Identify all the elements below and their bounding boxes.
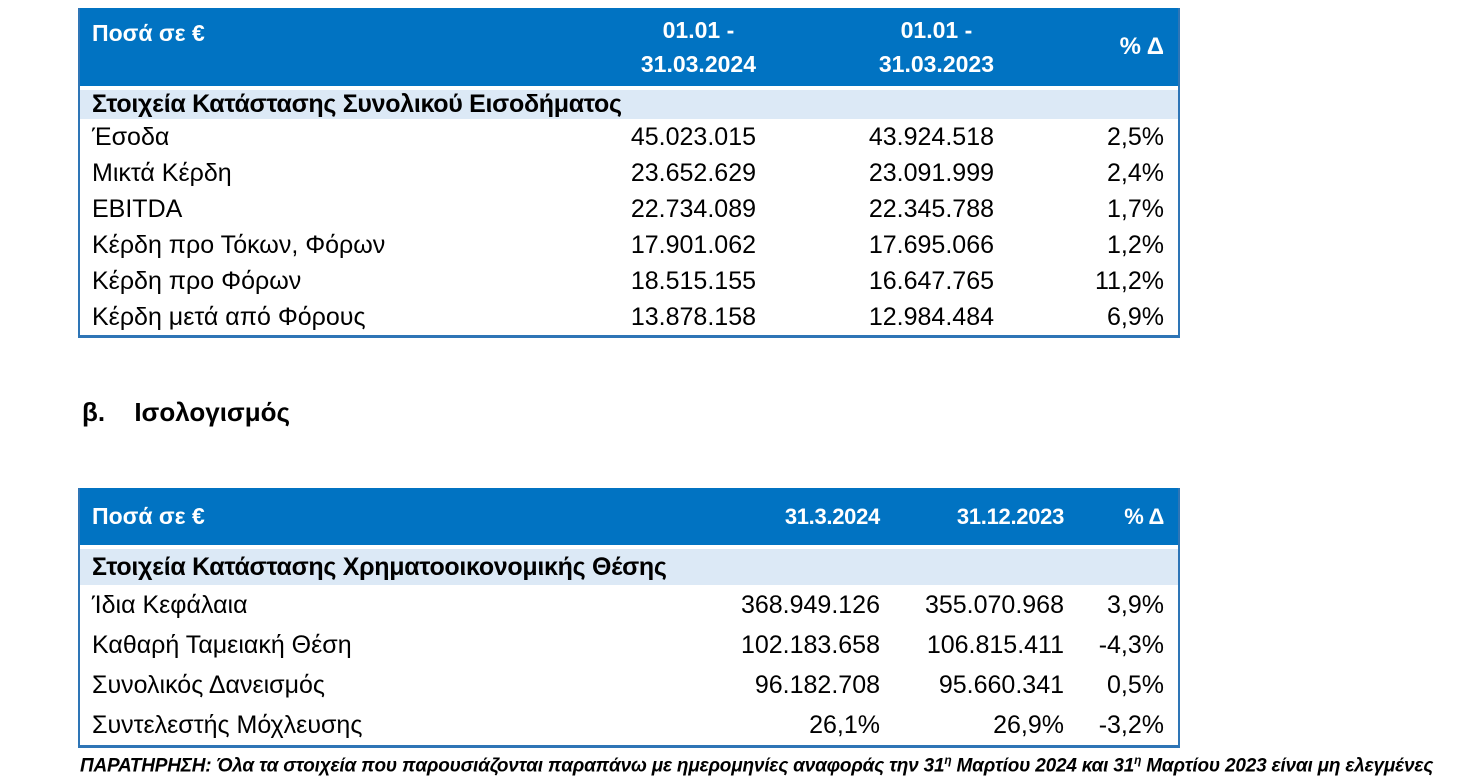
row-label: Κέρδη μετά από Φόρους [92, 302, 366, 331]
delta-label: % Δ [1119, 33, 1164, 60]
period-2023-line2: 31.03.2023 [878, 51, 994, 77]
period-2024-line2: 31.03.2024 [640, 51, 756, 77]
value-delta: 1,2% [1107, 230, 1164, 259]
value-prior: 95.660.341 [938, 670, 1064, 699]
row-label: EBITDA [92, 194, 183, 223]
table-row: Ίδια Κεφάλαια 368.949.126 355.070.968 3,… [80, 585, 1178, 625]
table2-header-date-2023: 31.12.2023 [956, 503, 1064, 529]
table1-header-period-2023: 01.01 - 31.03.2023 [756, 8, 994, 86]
table1-header-amounts: Ποσά σε € [92, 20, 205, 46]
value-current: 45.023.015 [630, 122, 756, 151]
footnote-sup-1: η [944, 753, 952, 767]
value-current: 26,1% [809, 710, 880, 739]
value-prior: 26,9% [993, 710, 1064, 739]
value-delta: 1,7% [1107, 194, 1164, 223]
heading-index: β. [82, 397, 106, 427]
heading-title: Ισολογισμός [134, 397, 291, 427]
table-row: Έσοδα 45.023.015 43.924.518 2,5% [80, 119, 1178, 155]
income-statement-table: Ποσά σε € 01.01 - 31.03.2024 01.01 - 31.… [78, 8, 1180, 338]
table2-header-delta: % Δ [1124, 503, 1164, 529]
value-delta: -4,3% [1098, 630, 1164, 659]
value-current: 102.183.658 [740, 630, 880, 659]
value-prior: 16.647.765 [868, 266, 994, 295]
value-current: 18.515.155 [630, 266, 756, 295]
table2-header-amounts: Ποσά σε € [92, 503, 205, 529]
footnote-sup-2: η [1134, 753, 1142, 767]
footnote-text-1: ΠΑΡΑΤΗΡΗΣΗ: Όλα τα στοιχεία που παρουσιά… [80, 755, 945, 777]
value-current: 13.878.158 [630, 302, 756, 331]
row-label: Κέρδη προ Τόκων, Φόρων [92, 230, 386, 259]
value-prior: 17.695.066 [868, 230, 994, 259]
table1-header-period-2024: 01.01 - 31.03.2024 [456, 8, 756, 86]
value-delta: 3,9% [1107, 590, 1164, 619]
balance-sheet-table: Ποσά σε € 31.3.2024 31.12.2023 % Δ Στοιχ… [78, 488, 1180, 748]
table-row: EBITDA 22.734.089 22.345.788 1,7% [80, 191, 1178, 227]
value-prior: 106.815.411 [926, 630, 1064, 659]
period-2024-label: 01.01 - 31.03.2024 [641, 13, 756, 81]
table-row: Μικτά Κέρδη 23.652.629 23.091.999 2,4% [80, 155, 1178, 191]
table-row: Συντελεστής Μόχλευσης 26,1% 26,9% -3,2% [80, 705, 1178, 745]
value-prior: 355.070.968 [924, 590, 1064, 619]
row-label: Συνολικός Δανεισμός [92, 670, 325, 699]
footnote-text-2: Μαρτίου 2024 και 31 [951, 755, 1135, 777]
row-label: Έσοδα [92, 122, 170, 151]
table-row: Κέρδη μετά από Φόρους 13.878.158 12.984.… [80, 299, 1178, 335]
row-label: Ίδια Κεφάλαια [92, 590, 248, 619]
value-current: 23.652.629 [630, 158, 756, 187]
table-row: Κέρδη προ Φόρων 18.515.155 16.647.765 11… [80, 263, 1178, 299]
period-2023-label: 01.01 - 31.03.2023 [879, 13, 994, 81]
value-delta: 6,9% [1107, 302, 1164, 331]
value-current: 96.182.708 [754, 670, 880, 699]
table-row: Καθαρή Ταμειακή Θέση 102.183.658 106.815… [80, 625, 1178, 665]
row-label: Συντελεστής Μόχλευσης [92, 710, 363, 739]
table-row: Συνολικός Δανεισμός 96.182.708 95.660.34… [80, 665, 1178, 705]
table2-header-row: Ποσά σε € 31.3.2024 31.12.2023 % Δ [80, 488, 1178, 545]
value-delta: 2,5% [1107, 122, 1164, 151]
value-prior: 12.984.484 [868, 302, 994, 331]
value-delta: 2,4% [1107, 158, 1164, 187]
value-current: 368.949.126 [740, 590, 880, 619]
header-separator [80, 545, 1178, 549]
table2-header-date-2024: 31.3.2024 [784, 503, 880, 529]
value-prior: 22.345.788 [868, 194, 994, 223]
table1-header-delta: % Δ [994, 8, 1164, 86]
row-label: Κέρδη προ Φόρων [92, 266, 302, 295]
value-current: 22.734.089 [630, 194, 756, 223]
row-label: Καθαρή Ταμειακή Θέση [92, 630, 352, 659]
value-delta: 0,5% [1107, 670, 1164, 699]
value-prior: 43.924.518 [868, 122, 994, 151]
header-separator [80, 86, 1178, 90]
table1-section-row: Στοιχεία Κατάστασης Συνολικού Εισοδήματο… [80, 90, 1178, 119]
period-2024-line1: 01.01 - [662, 17, 735, 43]
period-2023-line1: 01.01 - [900, 17, 973, 43]
value-current: 17.901.062 [630, 230, 756, 259]
footnote: ΠΑΡΑΤΗΡΗΣΗ: Όλα τα στοιχεία που παρουσιά… [80, 753, 1433, 777]
table-row: Κέρδη προ Τόκων, Φόρων 17.901.062 17.695… [80, 227, 1178, 263]
footnote-text-3: Μαρτίου 2023 είναι μη ελεγμένες [1141, 755, 1434, 777]
value-delta: -3,2% [1098, 710, 1164, 739]
table2-section-row: Στοιχεία Κατάστασης Χρηματοοικονομικής Θ… [80, 549, 1178, 585]
value-delta: 11,2% [1094, 266, 1164, 295]
value-prior: 23.091.999 [868, 158, 994, 187]
balance-sheet-heading: β. Ισολογισμός [82, 397, 290, 428]
table1-header-row: Ποσά σε € 01.01 - 31.03.2024 01.01 - 31.… [80, 8, 1178, 86]
row-label: Μικτά Κέρδη [92, 158, 232, 187]
